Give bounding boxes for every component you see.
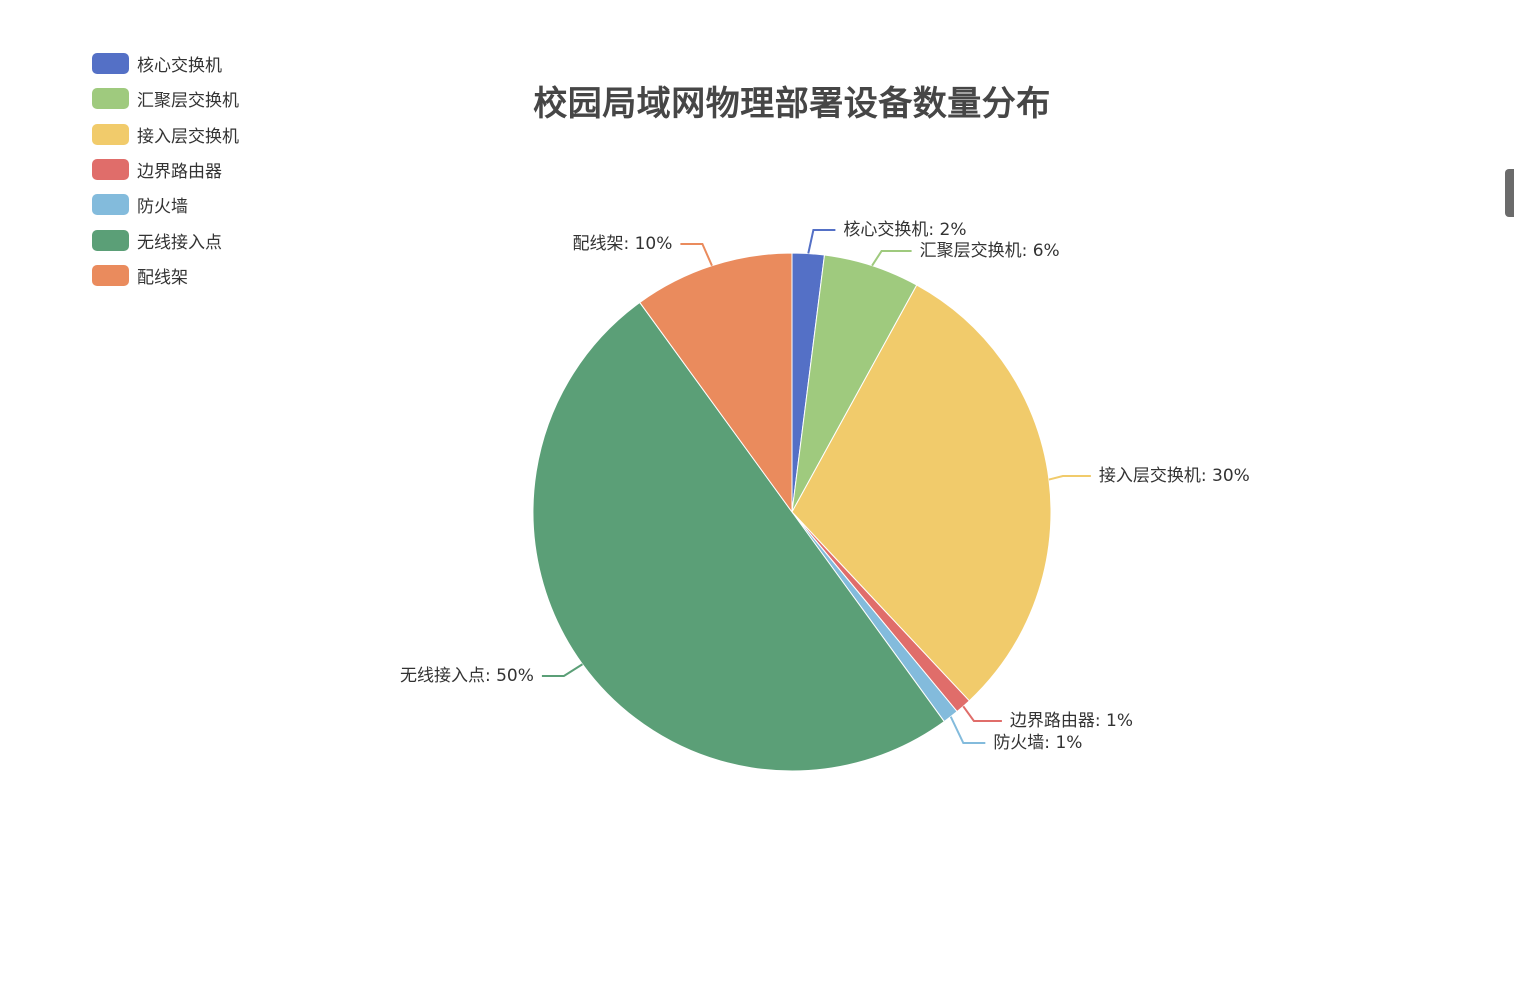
legend-swatch	[92, 264, 129, 286]
scrollbar-handle[interactable]	[1505, 169, 1514, 217]
label-leader-line	[541, 663, 583, 677]
slice-label: 边界路由器: 1%	[1010, 711, 1133, 731]
slice-label: 无线接入点: 50%	[400, 666, 534, 686]
label-leader-line	[1048, 475, 1091, 481]
label-leader-line	[962, 705, 1002, 722]
label-leader-line	[680, 243, 713, 267]
legend-label: 核心交换机	[137, 56, 222, 77]
legend: 核心交换机汇聚层交换机 接入层交换机 边界路由器防火墙无线接入点配线架	[92, 46, 239, 293]
chart-title: 校园局域网物理部署设备数量分布	[533, 84, 1051, 124]
legend-label: 接入层交换机	[137, 126, 239, 147]
legend-item[interactable]: 汇聚层交换机	[92, 81, 239, 116]
legend-swatch	[92, 229, 129, 251]
legend-swatch	[92, 123, 129, 145]
slice-label: 汇聚层交换机: 6%	[920, 241, 1060, 261]
legend-label: 防火墙	[137, 197, 188, 218]
legend-label: 汇聚层交换机	[137, 91, 239, 112]
legend-swatch	[92, 194, 129, 216]
pie-slice[interactable]	[791, 284, 1052, 702]
pie-slice[interactable]	[639, 252, 793, 514]
legend-label: 边界路由器	[137, 162, 222, 183]
legend-item[interactable]: 防火墙	[92, 187, 239, 222]
legend-item[interactable]: 接入层交换机	[92, 117, 239, 152]
slice-label: 防火墙: 1%	[993, 733, 1082, 753]
legend-label: 无线接入点	[137, 232, 222, 253]
slice-label: 核心交换机: 2%	[843, 220, 966, 240]
legend-swatch	[92, 159, 129, 181]
legend-swatch	[92, 53, 129, 75]
legend-item[interactable]: 边界路由器	[92, 152, 239, 187]
pie-slice[interactable]	[532, 301, 945, 772]
label-leader-line	[949, 716, 986, 744]
legend-label: 配线架	[137, 267, 188, 288]
slice-label: 配线架: 10%	[572, 234, 672, 254]
slice-label: 接入层交换机: 30%	[1099, 466, 1250, 486]
label-leader-line	[807, 229, 836, 254]
legend-item[interactable]: 无线接入点	[92, 222, 239, 257]
label-leader-line	[871, 250, 912, 267]
legend-item[interactable]: 核心交换机	[92, 46, 239, 81]
legend-item[interactable]: 配线架	[92, 258, 239, 293]
legend-swatch	[92, 88, 129, 110]
